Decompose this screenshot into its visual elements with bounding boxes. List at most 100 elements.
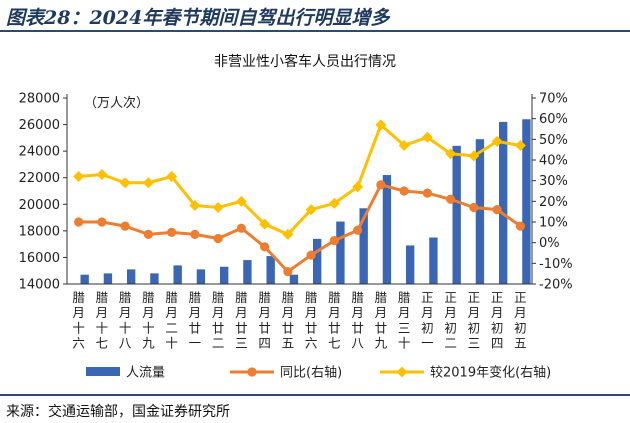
x-tick-label: 腊月廿八 (351, 290, 364, 351)
series-point (143, 229, 153, 239)
x-tick-label: 腊月廿七 (328, 290, 341, 351)
series-point (212, 202, 224, 214)
series-point (329, 236, 339, 246)
series-point (376, 180, 386, 190)
bar (405, 245, 415, 284)
bar (150, 273, 159, 284)
axis-lines (66, 94, 533, 285)
bar (103, 273, 113, 284)
x-tick-label: 正月初四 (491, 290, 504, 351)
series-point (398, 140, 410, 152)
series-point (375, 119, 387, 131)
series-point (422, 188, 432, 198)
series-point (468, 150, 480, 162)
bar (498, 121, 508, 285)
bar (126, 269, 136, 284)
legend-bar-swatch (86, 367, 120, 376)
bar (522, 119, 531, 284)
series-point (469, 202, 479, 213)
y-right-tick-label: 10% (539, 216, 568, 231)
x-tick-label: 腊月廿一 (189, 290, 202, 351)
series-point (283, 267, 293, 277)
series-point (515, 221, 525, 231)
y-right-tick-label: 60% (539, 112, 568, 127)
x-tick-label: 正月初三 (468, 290, 481, 351)
series-point (491, 135, 503, 147)
y-right-tick-label: -20% (539, 278, 573, 293)
series-point (190, 229, 200, 239)
series-point (167, 227, 177, 237)
bar (173, 265, 182, 284)
bar (382, 175, 392, 284)
x-tick-label: 腊月廿五 (282, 290, 295, 351)
series-point (492, 205, 502, 215)
bar (475, 139, 485, 284)
legend-label-vs2019: 较2019年变化(右轴) (430, 365, 551, 381)
x-tick-label: 腊月廿四 (258, 290, 271, 351)
x-tick-label: 腊月廿六 (305, 290, 318, 351)
series-point (399, 186, 409, 196)
series-point (213, 233, 223, 244)
bar (429, 237, 438, 284)
series-point (142, 177, 154, 189)
x-tick-label: 正月初五 (514, 290, 527, 351)
legend-yoy-marker (247, 367, 257, 377)
series-point (73, 171, 85, 183)
y-right-tick-label: 70% (539, 92, 568, 107)
series-point (120, 221, 130, 231)
series-point (236, 223, 246, 233)
series-point (446, 194, 456, 204)
y-left-tick-label: 16000 (19, 251, 60, 266)
chart-title: 非营业性小客车人员出行情况 (214, 53, 396, 70)
x-tick-label: 腊月十九 (142, 290, 155, 351)
bar (196, 269, 206, 284)
series-point (514, 140, 526, 152)
figure-title: 图表28：2024年春节期间自驾出行明显增多 (6, 7, 390, 29)
series-point (189, 199, 201, 211)
series-point (353, 225, 363, 235)
x-tick-label: 腊月廿二 (212, 290, 225, 351)
legend-label-flow: 人流量 (126, 366, 165, 381)
series-point (306, 250, 316, 260)
y-right-tick-label: 40% (539, 154, 568, 169)
y-right-tick-label: 50% (539, 133, 568, 148)
series-point (97, 217, 107, 227)
y-right-axis: -20% -10% 0% 10% 20% 30% 40% 50% 60% 70% (532, 92, 573, 293)
bar (312, 238, 322, 284)
legend-vs2019-marker (396, 366, 408, 378)
x-tick-label: 腊月廿三 (235, 290, 248, 351)
source-bar: 来源：交通运输部，国金证券研究所 (0, 394, 630, 423)
legend: 人流量 同比(右轴) 较2019年变化(右轴) (86, 365, 551, 381)
bar (243, 260, 252, 284)
legend-label-yoy: 同比(右轴) (280, 366, 342, 381)
y-left-tick-label: 20000 (19, 198, 60, 213)
series-point (166, 171, 178, 183)
y-left-tick-label: 18000 (19, 224, 60, 239)
x-tick-label: 腊月三十 (398, 290, 411, 351)
bar (336, 221, 345, 284)
y-left-tick-label: 28000 (19, 92, 60, 107)
series-point (260, 242, 270, 252)
y-right-tick-label: 0% (539, 236, 560, 251)
series-point (352, 181, 364, 193)
x-tick-label: 正月初二 (444, 290, 457, 351)
x-tick-label: 腊月廿九 (375, 290, 388, 351)
bar-series (80, 119, 531, 285)
bar (80, 274, 89, 284)
bar (266, 256, 275, 284)
y-left-unit-label: （万人次） (84, 95, 149, 111)
series-point (74, 217, 84, 227)
series-point (235, 195, 247, 207)
x-tick-label: 腊月十七 (96, 290, 109, 351)
y-left-tick-label: 26000 (19, 118, 60, 133)
x-tick-label: 正月初一 (421, 290, 434, 351)
y-right-tick-label: 30% (539, 174, 568, 189)
y-right-tick-label: -10% (539, 257, 573, 272)
x-tick-label: 腊月十六 (72, 290, 85, 351)
y-left-tick-label: 24000 (19, 145, 60, 160)
y-left-axis: 14000 16000 18000 20000 22000 24000 26000 28000 (19, 92, 67, 293)
series-point (259, 218, 271, 230)
line-series (73, 119, 526, 277)
series-point (421, 131, 433, 143)
source-note: 来源：交通运输部，国金证券研究所 (6, 404, 230, 420)
